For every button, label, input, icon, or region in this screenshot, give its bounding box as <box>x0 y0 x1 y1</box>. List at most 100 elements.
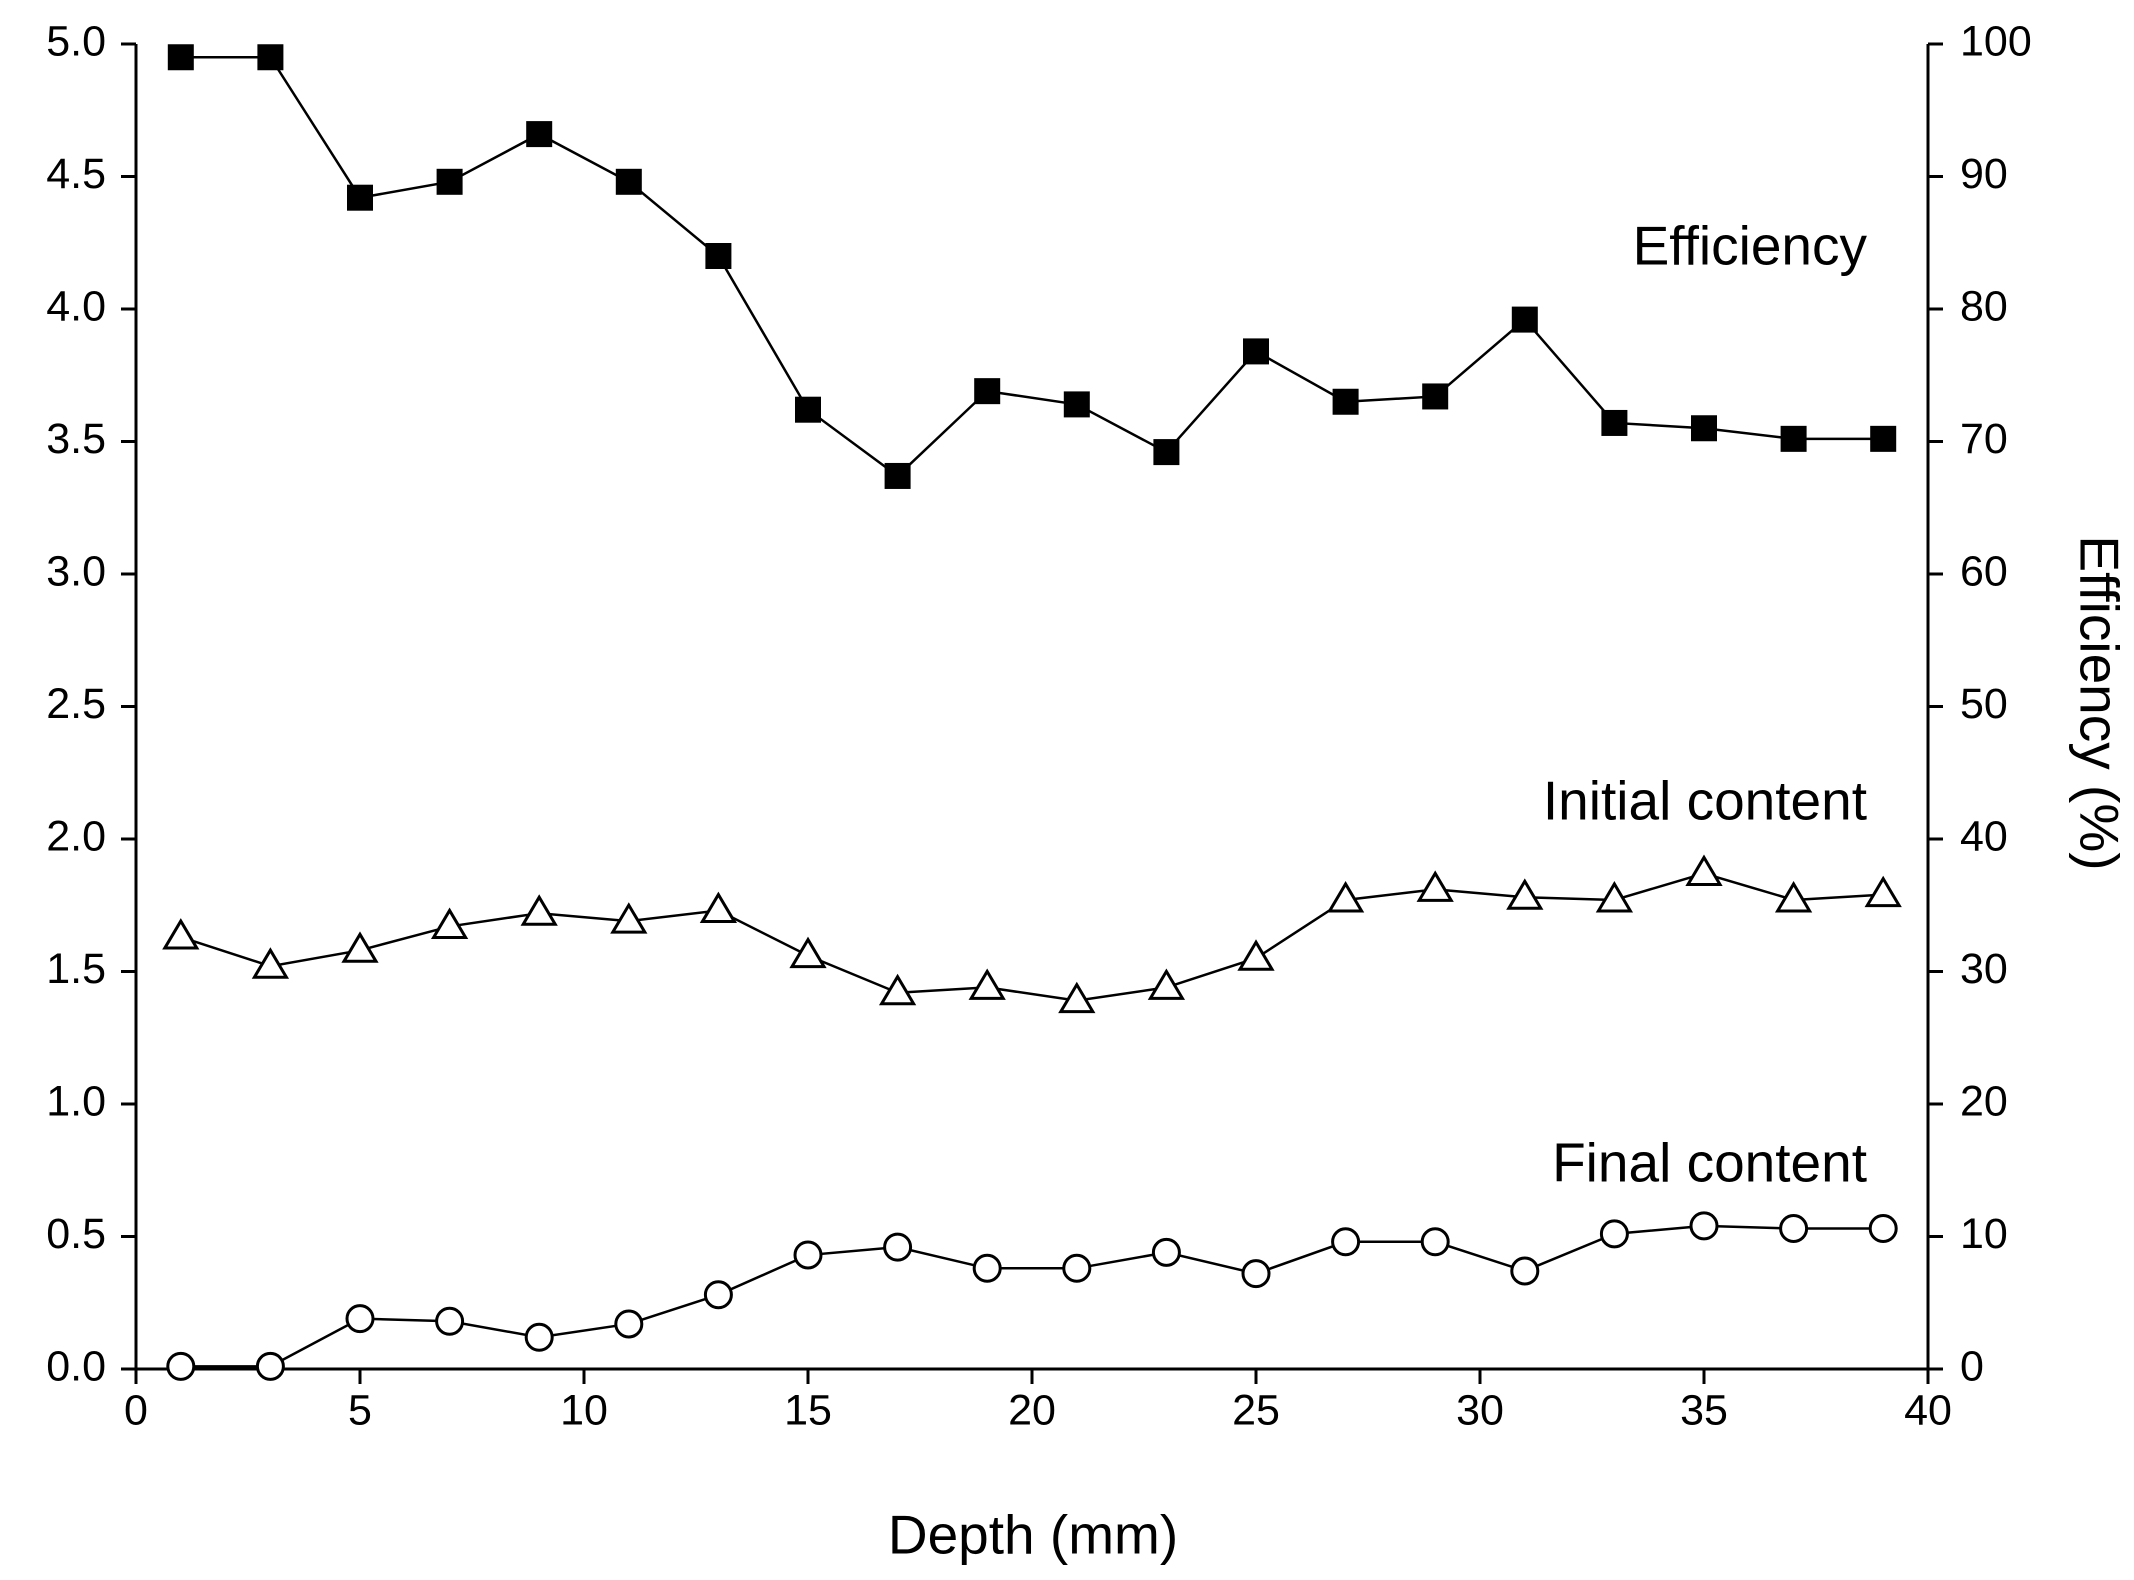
y-tick-label: 4.0 <box>46 282 106 330</box>
marker <box>1599 1219 1629 1249</box>
y-tick-label: 3.5 <box>46 415 106 463</box>
x-tick-label: 5 <box>348 1386 372 1434</box>
marker <box>347 184 373 211</box>
series-annotation: Initial content <box>1543 770 1867 832</box>
marker <box>162 918 200 950</box>
marker <box>257 44 284 71</box>
y2-tick-label: 30 <box>1960 945 2008 993</box>
marker <box>699 891 738 924</box>
marker <box>1241 1259 1271 1289</box>
marker <box>1685 854 1723 886</box>
y-tick-label: 0.0 <box>46 1342 106 1390</box>
y2-tick-label: 50 <box>1960 680 2008 728</box>
marker <box>251 947 290 979</box>
marker <box>255 1351 285 1381</box>
x-tick-label: 40 <box>1904 1386 1952 1434</box>
marker <box>1780 425 1807 452</box>
marker <box>1506 878 1544 910</box>
marker <box>1510 1256 1540 1286</box>
marker <box>1237 939 1275 971</box>
y-tick-label: 0.5 <box>46 1210 106 1258</box>
marker <box>520 894 558 926</box>
marker <box>345 1304 375 1334</box>
marker <box>789 936 827 969</box>
marker <box>793 1240 823 1270</box>
marker <box>1868 1214 1898 1244</box>
y-tick-label: 1.0 <box>46 1077 106 1125</box>
marker <box>614 1309 644 1339</box>
x-tick-label: 25 <box>1232 1386 1280 1434</box>
y2-axis-title: Efficiency (%) <box>2068 535 2130 870</box>
marker <box>436 168 463 195</box>
series-line <box>180 1224 1884 1368</box>
marker <box>1420 1227 1450 1257</box>
marker <box>703 1280 733 1310</box>
marker <box>1243 338 1269 365</box>
series-line <box>180 872 1884 1002</box>
y2-tick-label: 0 <box>1960 1342 1984 1390</box>
marker <box>1331 1227 1361 1257</box>
marker <box>883 1232 913 1262</box>
marker <box>1153 439 1180 466</box>
x-tick-label: 10 <box>560 1386 608 1434</box>
marker <box>430 907 469 939</box>
marker <box>1063 391 1090 418</box>
marker <box>795 396 821 423</box>
marker <box>524 1322 554 1352</box>
marker <box>1332 388 1359 415</box>
y-tick-label: 3.0 <box>46 547 106 595</box>
marker <box>1870 425 1897 452</box>
x-axis-title: Depth (mm) <box>888 1504 1178 1566</box>
marker <box>167 44 194 71</box>
y-tick-label: 1.5 <box>46 945 106 993</box>
marker <box>166 1351 196 1381</box>
y2-tick-label: 40 <box>1960 812 2008 860</box>
y-tick-label: 2.5 <box>46 680 106 728</box>
y2-tick-label: 20 <box>1960 1077 2008 1125</box>
marker <box>1774 881 1813 913</box>
series-annotation: Efficiency <box>1633 215 1868 277</box>
marker <box>1601 409 1628 436</box>
marker <box>615 168 642 195</box>
marker <box>972 1253 1002 1283</box>
y-tick-label: 2.0 <box>46 812 106 860</box>
marker <box>1062 1253 1092 1283</box>
marker <box>610 902 648 934</box>
marker <box>1416 870 1454 902</box>
y2-tick-label: 90 <box>1960 150 2008 198</box>
marker <box>1147 968 1186 1000</box>
series-line <box>180 56 1884 478</box>
marker <box>1511 306 1538 333</box>
y2-tick-label: 70 <box>1960 415 2008 463</box>
marker <box>1326 881 1365 913</box>
y2-tick-label: 100 <box>1960 17 2032 65</box>
marker <box>526 121 553 148</box>
marker <box>1691 415 1717 442</box>
marker <box>1864 875 1902 908</box>
y2-tick-label: 60 <box>1960 547 2008 595</box>
y-tick-label: 4.5 <box>46 150 106 198</box>
marker <box>341 931 379 963</box>
marker <box>968 968 1006 1000</box>
x-tick-label: 20 <box>1008 1386 1056 1434</box>
x-tick-label: 15 <box>784 1386 832 1434</box>
marker <box>1689 1211 1719 1241</box>
y2-tick-label: 80 <box>1960 282 2008 330</box>
marker <box>1779 1214 1809 1244</box>
marker <box>435 1306 465 1336</box>
marker <box>705 243 732 269</box>
series-annotation: Final content <box>1552 1132 1867 1194</box>
marker <box>878 973 917 1006</box>
marker <box>1151 1237 1181 1267</box>
marker <box>884 462 911 489</box>
x-tick-label: 30 <box>1456 1386 1504 1434</box>
marker <box>974 378 1001 405</box>
marker <box>1058 981 1096 1014</box>
x-tick-label: 35 <box>1680 1386 1728 1434</box>
y-tick-label: 5.0 <box>46 17 106 65</box>
y2-tick-label: 10 <box>1960 1210 2008 1258</box>
marker <box>1595 881 1634 913</box>
marker <box>1422 383 1449 410</box>
